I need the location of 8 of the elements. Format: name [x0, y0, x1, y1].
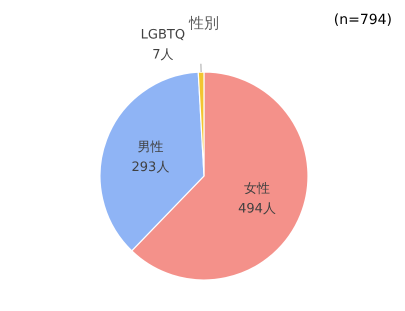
slice-label: 女性 — [244, 181, 270, 196]
text: (n=794) — [334, 12, 392, 28]
data-label: 7人 — [152, 48, 174, 63]
slice-label: LGBTQ — [140, 28, 186, 43]
slice-label: 男性 — [137, 140, 164, 156]
chart-title: 性別 — [188, 14, 219, 32]
data-label: 494人 — [238, 201, 276, 216]
data-label: 293人 — [131, 160, 170, 176]
